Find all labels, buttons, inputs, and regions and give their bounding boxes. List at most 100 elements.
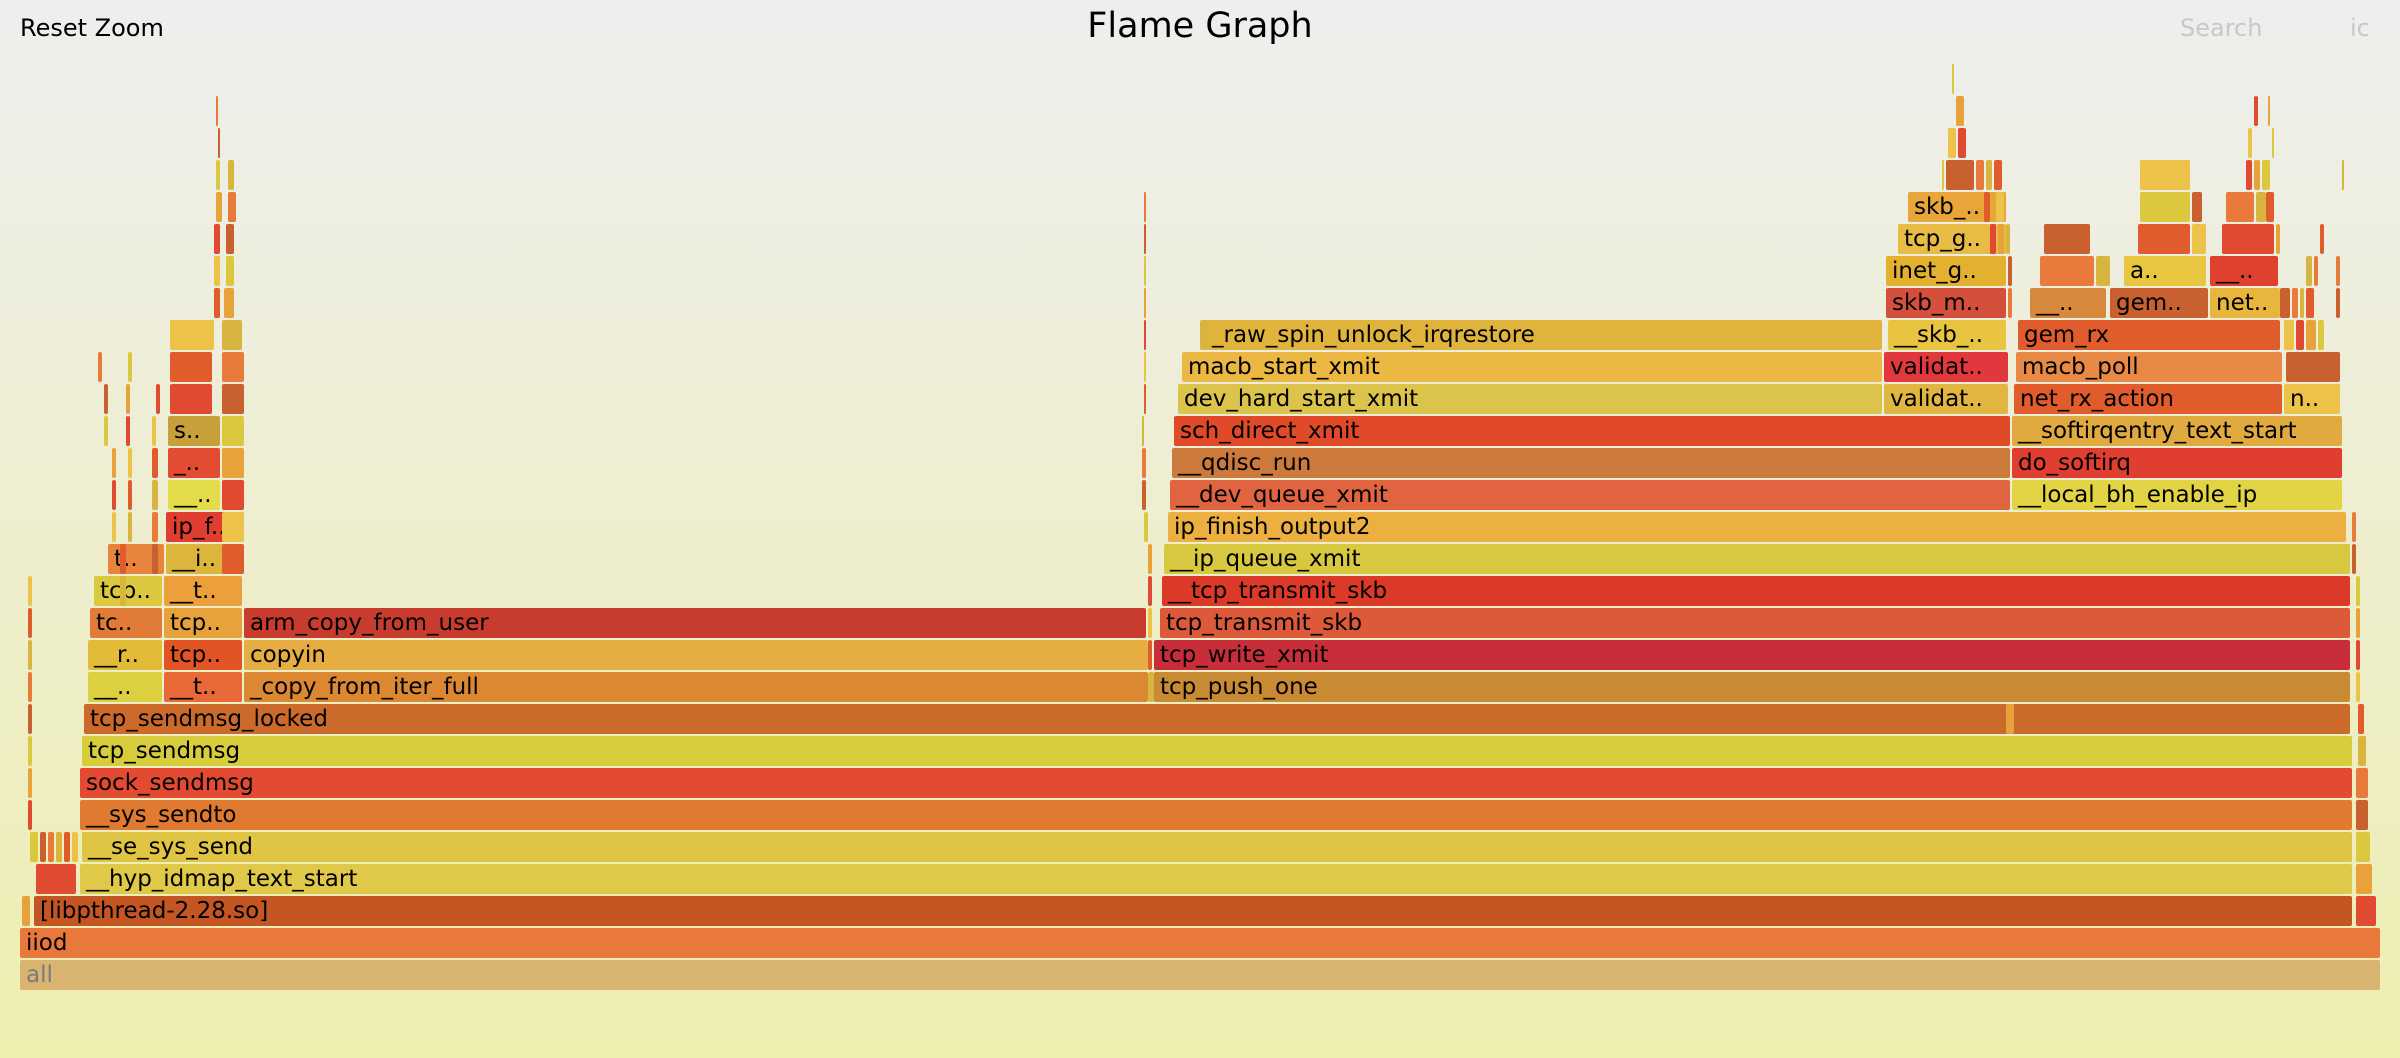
unlabeled-frame[interactable]	[222, 448, 244, 478]
unlabeled-frame[interactable]	[2306, 320, 2316, 350]
unlabeled-frame[interactable]	[126, 384, 130, 414]
search-button[interactable]: Search	[2180, 14, 2263, 42]
unlabeled-frame[interactable]	[222, 384, 244, 414]
unlabeled-frame[interactable]	[2300, 288, 2304, 318]
frame-local-bh-enable-ip[interactable]: __local_bh_enable_ip	[2012, 480, 2342, 510]
unlabeled-frame[interactable]	[64, 832, 70, 862]
frame-tcp-transmit-skb[interactable]: tcp_transmit_skb	[1160, 608, 2350, 638]
frame-child-15[interactable]: n..	[2284, 384, 2340, 414]
unlabeled-frame[interactable]	[224, 288, 234, 318]
unlabeled-frame[interactable]	[2280, 288, 2290, 318]
frame-net-2[interactable]: net..	[2210, 288, 2280, 318]
frame-child-14[interactable]: s..	[168, 416, 220, 446]
frame-macb-start-xmit[interactable]: macb_start_xmit	[1182, 352, 1882, 382]
unlabeled-frame[interactable]	[2222, 224, 2274, 254]
frame-dev-hard-start-xmit[interactable]: dev_hard_start_xmit	[1178, 384, 1882, 414]
unlabeled-frame[interactable]	[126, 416, 130, 446]
unlabeled-frame[interactable]	[2140, 160, 2190, 190]
frame-tcp-sendmsg-locked[interactable]: tcp_sendmsg_locked	[84, 704, 2350, 734]
frame-child-6[interactable]: tcp..	[164, 608, 242, 638]
frame-tcp-write-xmit[interactable]: tcp_write_xmit	[1154, 640, 2350, 670]
unlabeled-frame[interactable]	[1984, 192, 1990, 222]
unlabeled-frame[interactable]	[28, 576, 32, 606]
unlabeled-frame[interactable]	[2226, 192, 2254, 222]
unlabeled-frame[interactable]	[2254, 96, 2258, 126]
frame-sys-sendto[interactable]: __sys_sendto	[80, 800, 2352, 830]
unlabeled-frame[interactable]	[2358, 704, 2364, 734]
unlabeled-frame[interactable]	[2096, 256, 2110, 286]
unlabeled-frame[interactable]	[2320, 224, 2324, 254]
unlabeled-frame[interactable]	[2040, 256, 2094, 286]
unlabeled-frame[interactable]	[112, 480, 116, 510]
unlabeled-frame[interactable]	[2192, 192, 2202, 222]
unlabeled-frame[interactable]	[2006, 704, 2014, 734]
unlabeled-frame[interactable]	[2284, 320, 2294, 350]
ignore-case-toggle[interactable]: ic	[2350, 14, 2370, 42]
frame-sch-direct-xmit[interactable]: sch_direct_xmit	[1174, 416, 2010, 446]
unlabeled-frame[interactable]	[1142, 480, 1146, 510]
unlabeled-frame[interactable]	[2356, 576, 2360, 606]
frame-net-rx-action[interactable]: net_rx_action	[2014, 384, 2282, 414]
frame-tcp-push-one[interactable]: tcp_push_one	[1154, 672, 2350, 702]
unlabeled-frame[interactable]	[226, 256, 234, 286]
unlabeled-frame[interactable]	[98, 352, 102, 382]
unlabeled-frame[interactable]	[128, 512, 132, 542]
frame-all[interactable]: all	[20, 960, 2380, 990]
unlabeled-frame[interactable]	[222, 416, 244, 446]
unlabeled-frame[interactable]	[2268, 96, 2270, 126]
unlabeled-frame[interactable]	[112, 448, 116, 478]
unlabeled-frame[interactable]	[222, 320, 242, 350]
unlabeled-frame[interactable]	[218, 128, 220, 158]
unlabeled-frame[interactable]	[228, 192, 236, 222]
unlabeled-frame[interactable]	[1144, 512, 1148, 542]
unlabeled-frame[interactable]	[2356, 864, 2372, 894]
unlabeled-frame[interactable]	[2248, 128, 2252, 158]
unlabeled-frame[interactable]	[2296, 320, 2304, 350]
unlabeled-frame[interactable]	[2306, 288, 2314, 318]
unlabeled-frame[interactable]	[2356, 896, 2376, 926]
unlabeled-frame[interactable]	[1976, 160, 1984, 190]
unlabeled-frame[interactable]	[1986, 160, 1992, 190]
unlabeled-frame[interactable]	[1998, 224, 2004, 254]
unlabeled-frame[interactable]	[28, 608, 32, 638]
frame-hyp-idmap-text-start[interactable]: __hyp_idmap_text_start	[80, 864, 2352, 894]
unlabeled-frame[interactable]	[28, 640, 32, 670]
frame-tcp-sendmsg[interactable]: tcp_sendmsg	[82, 736, 2352, 766]
unlabeled-frame[interactable]	[2342, 160, 2344, 190]
frame-validate-2[interactable]: validat..	[1884, 352, 2008, 382]
unlabeled-frame[interactable]	[2254, 160, 2260, 190]
unlabeled-frame[interactable]	[1144, 288, 1146, 318]
unlabeled-frame[interactable]	[2276, 224, 2280, 254]
unlabeled-frame[interactable]	[1144, 384, 1146, 414]
frame-tcp-g[interactable]: tcp_g..	[1898, 224, 2006, 254]
unlabeled-frame[interactable]	[1946, 160, 1974, 190]
unlabeled-frame[interactable]	[214, 256, 220, 286]
unlabeled-frame[interactable]	[152, 416, 156, 446]
unlabeled-frame[interactable]	[1990, 224, 1996, 254]
frame-dev-queue-xmit[interactable]: __dev_queue_xmit	[1170, 480, 2010, 510]
unlabeled-frame[interactable]	[1142, 416, 1144, 446]
unlabeled-frame[interactable]	[2352, 512, 2356, 542]
unlabeled-frame[interactable]	[2358, 736, 2366, 766]
frame-copy-from-iter-full[interactable]: _copy_from_iter_full	[244, 672, 1148, 702]
unlabeled-frame[interactable]	[30, 832, 38, 862]
unlabeled-frame[interactable]	[2292, 288, 2298, 318]
unlabeled-frame[interactable]	[1956, 96, 1964, 126]
unlabeled-frame[interactable]	[112, 512, 116, 542]
unlabeled-frame[interactable]	[2336, 288, 2340, 318]
unlabeled-frame[interactable]	[48, 832, 54, 862]
unlabeled-frame[interactable]	[1994, 160, 2002, 190]
frame-child-16[interactable]: __..	[2030, 288, 2106, 318]
frame-inet-g[interactable]: inet_g..	[1886, 256, 2006, 286]
unlabeled-frame[interactable]	[2138, 224, 2190, 254]
unlabeled-frame[interactable]	[170, 352, 212, 382]
unlabeled-frame[interactable]	[1952, 64, 1954, 94]
frame-libpthread[interactable]: [libpthread-2.28.so]	[34, 896, 2352, 926]
unlabeled-frame[interactable]	[28, 704, 32, 734]
frame-iiod[interactable]: iiod	[20, 928, 2380, 958]
unlabeled-frame[interactable]	[2352, 544, 2356, 574]
frame-child-1[interactable]: __..	[88, 672, 162, 702]
unlabeled-frame[interactable]	[170, 320, 214, 350]
unlabeled-frame[interactable]	[2008, 256, 2012, 286]
unlabeled-frame[interactable]	[222, 352, 244, 382]
